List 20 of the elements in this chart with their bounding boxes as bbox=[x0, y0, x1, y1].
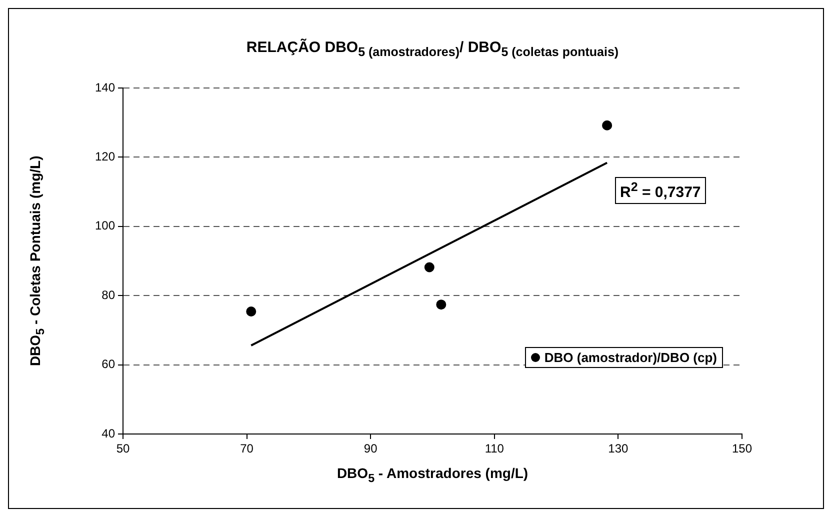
x-tick-label: 130 bbox=[608, 442, 629, 456]
point bbox=[602, 120, 612, 130]
y-tick-label: 60 bbox=[102, 357, 116, 372]
y-tick-label: 80 bbox=[102, 288, 116, 302]
x-tick-label: 90 bbox=[364, 442, 378, 456]
x-tick-label: 110 bbox=[484, 442, 504, 456]
y-tick-label: 140 bbox=[94, 80, 116, 94]
legend-label: DBO (amostrador)/DBO (cp) bbox=[544, 350, 717, 365]
point bbox=[436, 300, 446, 310]
x-tick-label: 70 bbox=[240, 442, 254, 456]
x-tick-label: 50 bbox=[116, 442, 130, 456]
chart-title: RELAÇÃO DBO$_{5 (amostradores)}$/ DBO$_{5 (coletas pontuais)}$ bbox=[245, 39, 620, 59]
point bbox=[424, 262, 434, 272]
x-axis-title: DBO$_{5}$ - Amostradores (mg/L) bbox=[336, 465, 530, 485]
y-tick-label: 100 bbox=[94, 218, 116, 233]
y-tick-label: 120 bbox=[94, 150, 116, 164]
y-tick-label: 40 bbox=[102, 426, 116, 440]
x-tick-label: 150 bbox=[732, 442, 752, 456]
point bbox=[246, 306, 256, 317]
annotation: R$^{2}$ = 0,7377 bbox=[615, 177, 706, 204]
